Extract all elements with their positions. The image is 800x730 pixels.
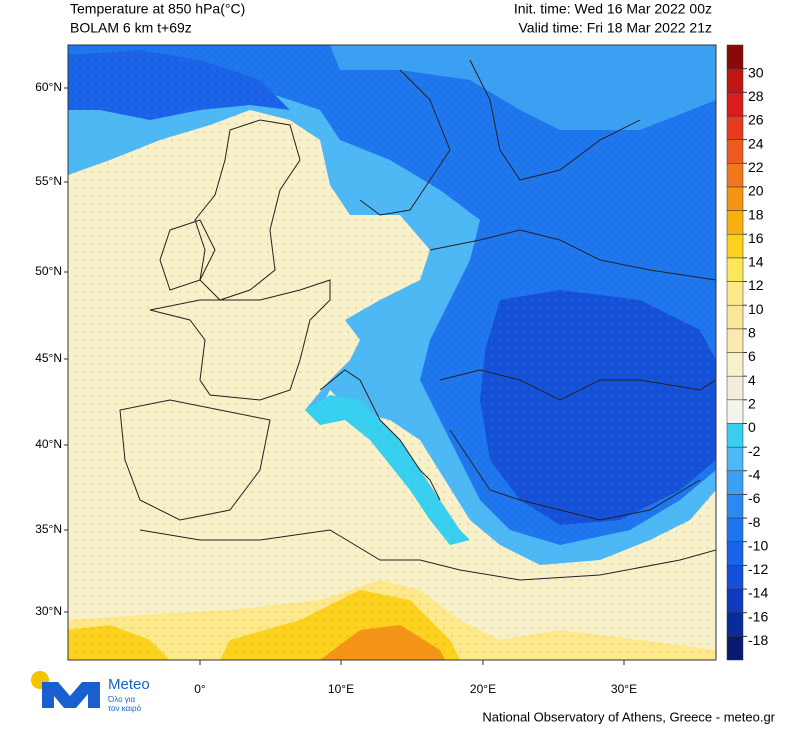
colorbar-segment xyxy=(726,565,744,590)
colorbar-label: 18 xyxy=(748,206,764,222)
colorbar-segment xyxy=(726,139,744,164)
colorbar-label: 30 xyxy=(748,64,764,80)
lon-label: 10°E xyxy=(328,682,354,696)
colorbar-label: -18 xyxy=(748,632,768,648)
colorbar-segment xyxy=(726,517,744,542)
colorbar-label: -8 xyxy=(748,514,761,530)
coastlines xyxy=(119,59,716,581)
colorbar-segment xyxy=(726,588,744,613)
colorbar-label: 16 xyxy=(748,230,764,246)
colorbar-segment xyxy=(726,636,744,661)
colorbar-segment xyxy=(726,446,744,472)
lon-label: 0° xyxy=(194,682,206,696)
colorbar-segment xyxy=(726,115,744,140)
colorbar-label: -16 xyxy=(748,608,768,624)
colorbar-segment xyxy=(726,210,744,235)
colorbar-segment xyxy=(726,44,744,69)
colorbar-segment xyxy=(726,233,744,259)
colorbar-segment xyxy=(726,352,744,377)
map-frame xyxy=(67,44,717,661)
colorbar-label: 28 xyxy=(748,88,764,104)
lat-label: 35°N xyxy=(35,522,62,536)
lat-label: 55°N xyxy=(35,174,62,188)
colorbar-segment xyxy=(726,304,744,330)
colorbar-segment xyxy=(726,541,744,566)
lat-label: 45°N xyxy=(35,351,62,365)
logo-mark xyxy=(42,682,100,708)
colorbar-label: 24 xyxy=(748,135,764,151)
colorbar-segment xyxy=(726,470,744,495)
colorbar-segment xyxy=(726,328,744,353)
lon-label: 20°E xyxy=(470,682,496,696)
map-field xyxy=(68,45,716,660)
logo-tagline: τον καιρό xyxy=(108,704,142,713)
logo: Meteo Όλο για τον καιρό xyxy=(31,671,150,713)
colorbar-label: -10 xyxy=(748,537,768,553)
lat-label: 60°N xyxy=(35,80,62,94)
lat-label: 30°N xyxy=(35,604,62,618)
colorbar-label: 6 xyxy=(748,348,756,364)
colorbar-segment xyxy=(726,68,744,93)
logo-tagline: Όλο για xyxy=(107,695,136,704)
lon-label: 30°E xyxy=(611,682,637,696)
subtitle: BOLAM 6 km t+69z xyxy=(70,20,192,36)
colorbar-segment xyxy=(726,92,744,117)
valid-time: Valid time: Fri 18 Mar 2022 21z xyxy=(519,20,713,36)
colorbar-segment xyxy=(726,423,744,448)
colorbar-segment xyxy=(726,281,744,306)
colorbar-segment xyxy=(726,375,744,401)
footer: National Observatory of Athens, Greece -… xyxy=(482,709,775,724)
colorbar-segment xyxy=(726,399,744,424)
colorbar-label: 0 xyxy=(748,419,756,435)
title: Temperature at 850 hPa(°C) xyxy=(70,1,245,17)
colorbar-label: 14 xyxy=(748,254,764,270)
colorbar-segment xyxy=(726,163,744,188)
colorbar-label: 26 xyxy=(748,112,764,128)
colorbar-label: 22 xyxy=(748,159,764,175)
colorbar-label: 20 xyxy=(748,183,764,199)
colorbar-segment xyxy=(726,494,744,519)
colorbar-label: 8 xyxy=(748,325,756,341)
colorbar-label: -4 xyxy=(748,466,761,482)
logo-name: Meteo xyxy=(108,676,150,693)
colorbar-label: -14 xyxy=(748,585,768,601)
colorbar-label: -12 xyxy=(748,561,768,577)
lat-label: 40°N xyxy=(35,437,62,451)
colorbar-label: 12 xyxy=(748,277,764,293)
colorbar-label: -6 xyxy=(748,490,761,506)
colorbar-label: -2 xyxy=(748,443,761,459)
colorbar-label: 2 xyxy=(748,396,756,412)
colorbar-segment xyxy=(726,186,744,211)
colorbar-label: 10 xyxy=(748,301,764,317)
init-time: Init. time: Wed 16 Mar 2022 00z xyxy=(514,1,712,17)
colorbar-segment xyxy=(726,612,744,637)
colorbar-segment xyxy=(726,257,744,282)
colorbar-label: 4 xyxy=(748,372,756,388)
lat-label: 50°N xyxy=(35,264,62,278)
